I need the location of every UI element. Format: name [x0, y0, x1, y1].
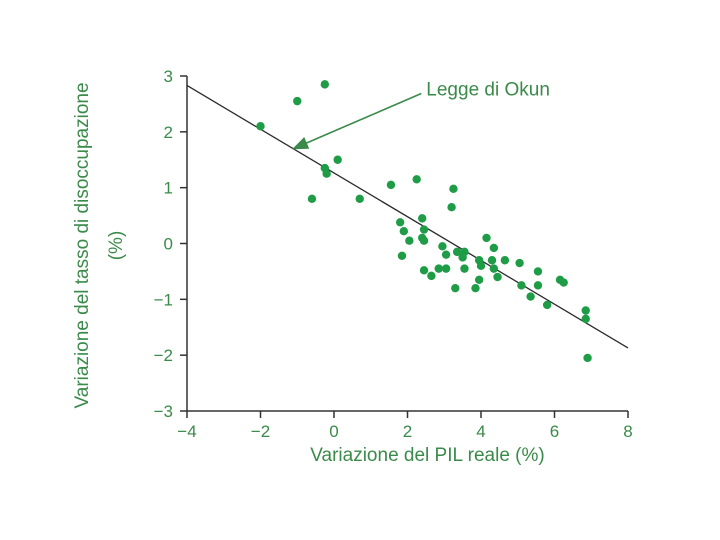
data-point: [405, 236, 414, 245]
data-point: [583, 353, 592, 363]
data-point: [427, 271, 436, 281]
data-point: [320, 80, 330, 89]
data-point: [526, 292, 535, 301]
x-tick-label: 4: [476, 422, 485, 441]
data-point: [419, 236, 429, 245]
data-point: [447, 203, 456, 212]
x-tick-label: 0: [329, 422, 338, 441]
data-point: [441, 264, 451, 273]
x-tick-label: −4: [177, 422, 196, 441]
y-tick-label: 2: [164, 123, 173, 142]
data-point: [515, 258, 524, 268]
data-point: [533, 281, 543, 290]
annotation-label: Legge di Okun: [426, 80, 550, 101]
data-point: [293, 96, 302, 106]
y-axis-title-line2: (%): [106, 231, 127, 261]
data-point: [399, 227, 409, 236]
data-point: [458, 253, 467, 262]
data-point: [471, 283, 480, 293]
x-tick-label: 6: [550, 422, 559, 441]
x-tick-label: 2: [403, 422, 412, 441]
data-point: [460, 264, 469, 273]
data-point: [438, 242, 447, 251]
data-point: [441, 250, 451, 259]
data-point: [256, 122, 265, 131]
annotation-arrow-icon: [292, 92, 422, 150]
data-point: [474, 275, 484, 284]
data-point: [418, 214, 427, 223]
data-point: [434, 264, 443, 273]
y-tick-label: 1: [164, 179, 173, 198]
y-ticks-group: 3 2 1 0 −1 −2 −3: [154, 67, 187, 421]
x-tick-label: −2: [251, 422, 270, 441]
data-point: [489, 264, 499, 273]
data-point: [419, 225, 429, 234]
y-tick-label: 3: [164, 67, 173, 86]
y-tick-label: −3: [154, 402, 173, 421]
data-point: [395, 218, 405, 227]
y-tick-label: 0: [164, 235, 173, 254]
data-point: [500, 256, 510, 265]
data-point: [386, 180, 396, 190]
data-point: [322, 169, 331, 178]
data-point: [451, 283, 460, 293]
data-point: [581, 306, 590, 315]
x-axis-title: Variazione del PIL reale (%): [310, 445, 544, 466]
data-point: [476, 261, 486, 271]
data-point: [542, 300, 552, 310]
data-point: [493, 272, 502, 282]
data-point: [307, 194, 317, 204]
data-point: [533, 267, 543, 276]
y-axis-title-line1: Variazione del tasso di disoccupazione: [72, 82, 93, 408]
data-points-group: [256, 80, 592, 363]
data-point: [412, 175, 421, 184]
data-point: [333, 155, 342, 164]
data-point: [487, 256, 497, 265]
data-point: [449, 184, 458, 193]
data-point: [452, 247, 462, 257]
data-point: [482, 233, 491, 243]
data-point: [419, 266, 429, 275]
data-point: [397, 251, 407, 260]
y-tick-label: −1: [154, 290, 173, 309]
okun-law-line: [186, 84, 629, 349]
data-point: [489, 243, 499, 253]
data-point: [581, 314, 590, 324]
data-point: [517, 281, 526, 290]
data-point: [559, 278, 568, 287]
y-tick-label: −2: [154, 346, 173, 365]
data-point: [355, 194, 364, 204]
x-tick-label: 8: [623, 422, 632, 441]
x-ticks-group: −4 −2 0 2 4 6 8: [177, 411, 633, 441]
